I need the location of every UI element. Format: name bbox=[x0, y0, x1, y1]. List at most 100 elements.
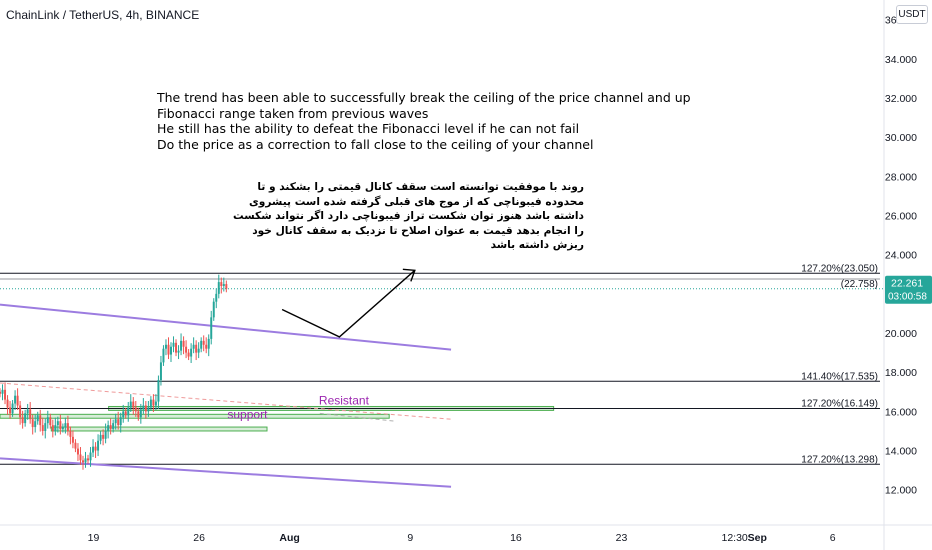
candle-body bbox=[132, 401, 135, 408]
candle-body bbox=[29, 409, 32, 420]
english-line: The trend has been able to successfully … bbox=[157, 90, 691, 105]
candle bbox=[104, 423, 107, 444]
candle-body bbox=[225, 284, 228, 289]
candle bbox=[44, 418, 47, 439]
candle-body bbox=[182, 340, 185, 347]
candle bbox=[190, 343, 193, 363]
x-tick-label: 26 bbox=[193, 532, 205, 544]
candle-body bbox=[41, 425, 44, 431]
currency-button[interactable]: USDT bbox=[896, 5, 928, 24]
x-tick-label: 16 bbox=[510, 532, 522, 544]
candle-body bbox=[157, 380, 160, 402]
candle bbox=[31, 414, 34, 435]
candle bbox=[14, 390, 17, 411]
candle-body bbox=[172, 342, 175, 347]
candle-body bbox=[164, 344, 167, 349]
english-line: Do the price as a correction to fall clo… bbox=[157, 136, 594, 152]
candle-body bbox=[49, 417, 52, 426]
candle bbox=[54, 417, 57, 436]
candle-body bbox=[185, 346, 188, 353]
candle bbox=[107, 420, 110, 439]
candle-body bbox=[117, 419, 120, 426]
candle-body bbox=[202, 340, 205, 345]
y-tick-label: 28.000 bbox=[885, 171, 917, 183]
candle bbox=[61, 423, 64, 433]
candle bbox=[4, 382, 7, 405]
candle-body bbox=[54, 425, 57, 431]
x-tick-label: Aug bbox=[279, 532, 299, 544]
candle bbox=[144, 400, 147, 419]
candle-body bbox=[1, 389, 4, 394]
candle bbox=[119, 412, 122, 433]
channel-upper-line bbox=[0, 303, 452, 351]
candle-body bbox=[149, 399, 152, 408]
fib-level-label: 127.20%(13.298) bbox=[801, 454, 878, 465]
candle bbox=[19, 400, 22, 425]
y-tick-label: 24.000 bbox=[885, 250, 917, 262]
persian-line: داشته باشد هنوز توان شکست تراز فیبوناچی … bbox=[233, 210, 584, 223]
candle bbox=[76, 443, 79, 461]
candle bbox=[192, 337, 195, 354]
candle bbox=[180, 333, 183, 356]
candle-body bbox=[56, 421, 59, 426]
candle-body bbox=[104, 430, 107, 439]
candle-body bbox=[4, 389, 7, 400]
candle bbox=[84, 451, 87, 468]
candle-body bbox=[139, 409, 142, 418]
candle bbox=[177, 345, 180, 360]
candle-body bbox=[127, 407, 130, 416]
candle bbox=[74, 439, 77, 453]
y-tick-label: 30.000 bbox=[885, 132, 917, 144]
candle bbox=[127, 401, 130, 422]
candle bbox=[147, 400, 150, 417]
candle-body bbox=[11, 403, 14, 414]
candle-body bbox=[205, 344, 208, 349]
candle-body bbox=[6, 399, 9, 408]
y-tick-label: 18.000 bbox=[885, 367, 917, 379]
candle-body bbox=[64, 423, 67, 428]
y-tick-label: 12.000 bbox=[885, 485, 917, 497]
candle bbox=[210, 310, 213, 345]
candle-body bbox=[144, 405, 147, 412]
candle bbox=[114, 413, 117, 430]
candle-body bbox=[197, 348, 200, 353]
candle-body bbox=[112, 423, 115, 430]
candle-body bbox=[195, 344, 198, 353]
fib-level-label: 141.40%(17.535) bbox=[801, 371, 878, 382]
candle-body bbox=[180, 340, 183, 351]
candle-body bbox=[114, 419, 117, 424]
candle bbox=[29, 401, 32, 424]
candle bbox=[79, 447, 82, 465]
candle bbox=[149, 396, 152, 411]
candle-body bbox=[34, 421, 37, 428]
candle bbox=[220, 277, 223, 294]
candle bbox=[172, 336, 175, 353]
candle-body bbox=[76, 448, 79, 455]
candle-body bbox=[124, 411, 127, 416]
candle bbox=[0, 388, 1, 398]
price-tag-countdown: 03:00:58 bbox=[888, 292, 927, 303]
candle bbox=[59, 414, 62, 435]
candle bbox=[222, 277, 225, 292]
x-tick-label: Sep bbox=[748, 532, 767, 544]
candle-body bbox=[92, 446, 95, 453]
persian-line: روند با موفقیت توانسته است سقف کانال قیم… bbox=[257, 181, 584, 193]
support-zone bbox=[0, 413, 390, 419]
candle-body bbox=[170, 346, 173, 355]
projection-path bbox=[281, 269, 416, 338]
candle bbox=[215, 288, 218, 309]
candle bbox=[212, 298, 215, 321]
candle-body bbox=[19, 405, 22, 418]
candle-body bbox=[61, 427, 64, 430]
candle bbox=[142, 398, 145, 414]
y-tick-label: 32.000 bbox=[885, 93, 917, 105]
candle bbox=[49, 413, 52, 429]
candle-body bbox=[122, 411, 125, 418]
candle bbox=[24, 409, 27, 427]
chart-title: ChainLink / TetherUS, 4h, BINANCE bbox=[6, 8, 200, 22]
candle bbox=[51, 419, 54, 438]
candle-body bbox=[97, 440, 100, 451]
y-tick-label: 26.000 bbox=[885, 210, 917, 222]
candle bbox=[87, 454, 90, 464]
